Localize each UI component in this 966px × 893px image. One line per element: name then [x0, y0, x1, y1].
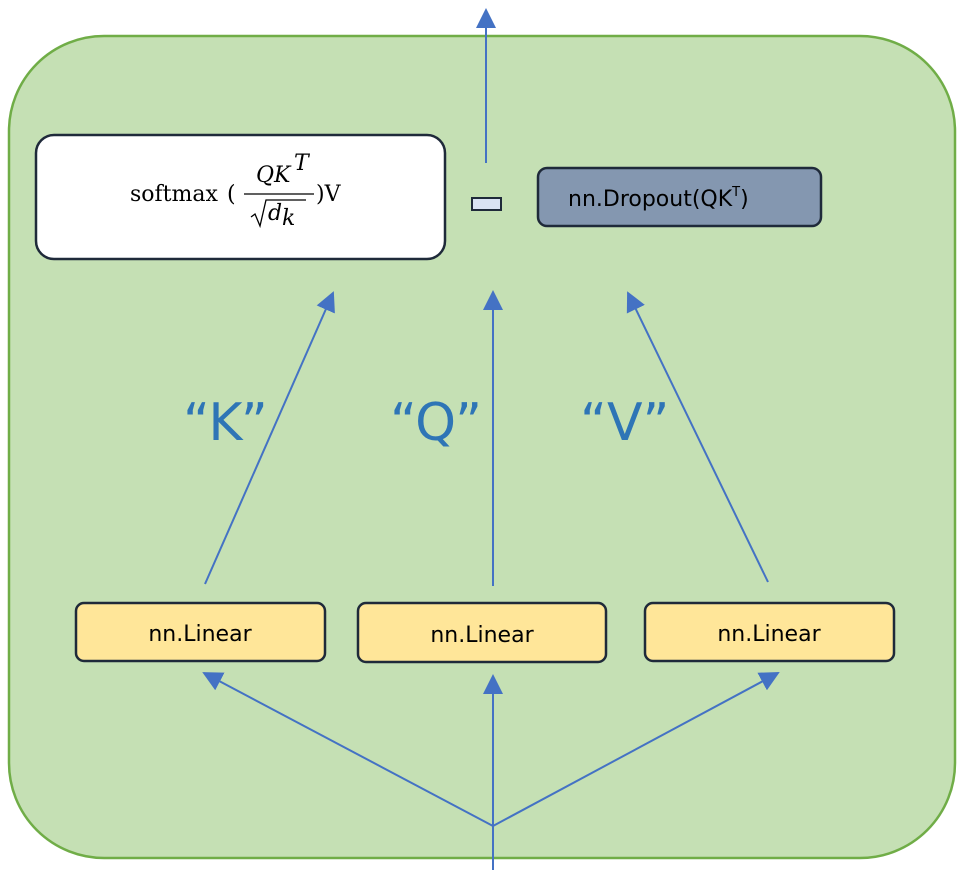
formula-numerator: QK — [256, 163, 292, 188]
linear-label: nn.Linear — [148, 622, 252, 647]
linear-box-q: nn.Linear — [356, 601, 608, 664]
input-to-v-arrow — [492, 672, 780, 827]
linear-label: nn.Linear — [717, 622, 821, 647]
q-label: “Q” — [390, 393, 482, 453]
v-arrow — [626, 291, 769, 583]
dropout-box: nn.Dropout(QKT) — [536, 166, 823, 228]
attention-formula-box: softmax ( QK T d k )V — [34, 133, 447, 261]
k-arrow — [204, 291, 335, 585]
linear-box-k: nn.Linear — [74, 601, 327, 663]
formula-open-paren: ( — [227, 182, 236, 207]
formula-denominator-sub: k — [282, 206, 295, 231]
linear-box-v: nn.Linear — [643, 601, 896, 663]
formula-softmax: softmax — [130, 182, 218, 207]
concat-connector — [471, 197, 502, 211]
linear-label: nn.Linear — [430, 623, 534, 648]
input-to-k-arrow — [202, 672, 494, 827]
formula-sqrt-sign — [250, 199, 306, 229]
formula-close: )V — [316, 182, 342, 207]
formula-denominator: d — [268, 201, 282, 226]
formula-numerator-sup: T — [294, 151, 311, 176]
dropout-label: nn.Dropout(QKT) — [568, 185, 749, 212]
k-label: “K” — [183, 393, 268, 453]
v-label: “V” — [580, 393, 669, 453]
